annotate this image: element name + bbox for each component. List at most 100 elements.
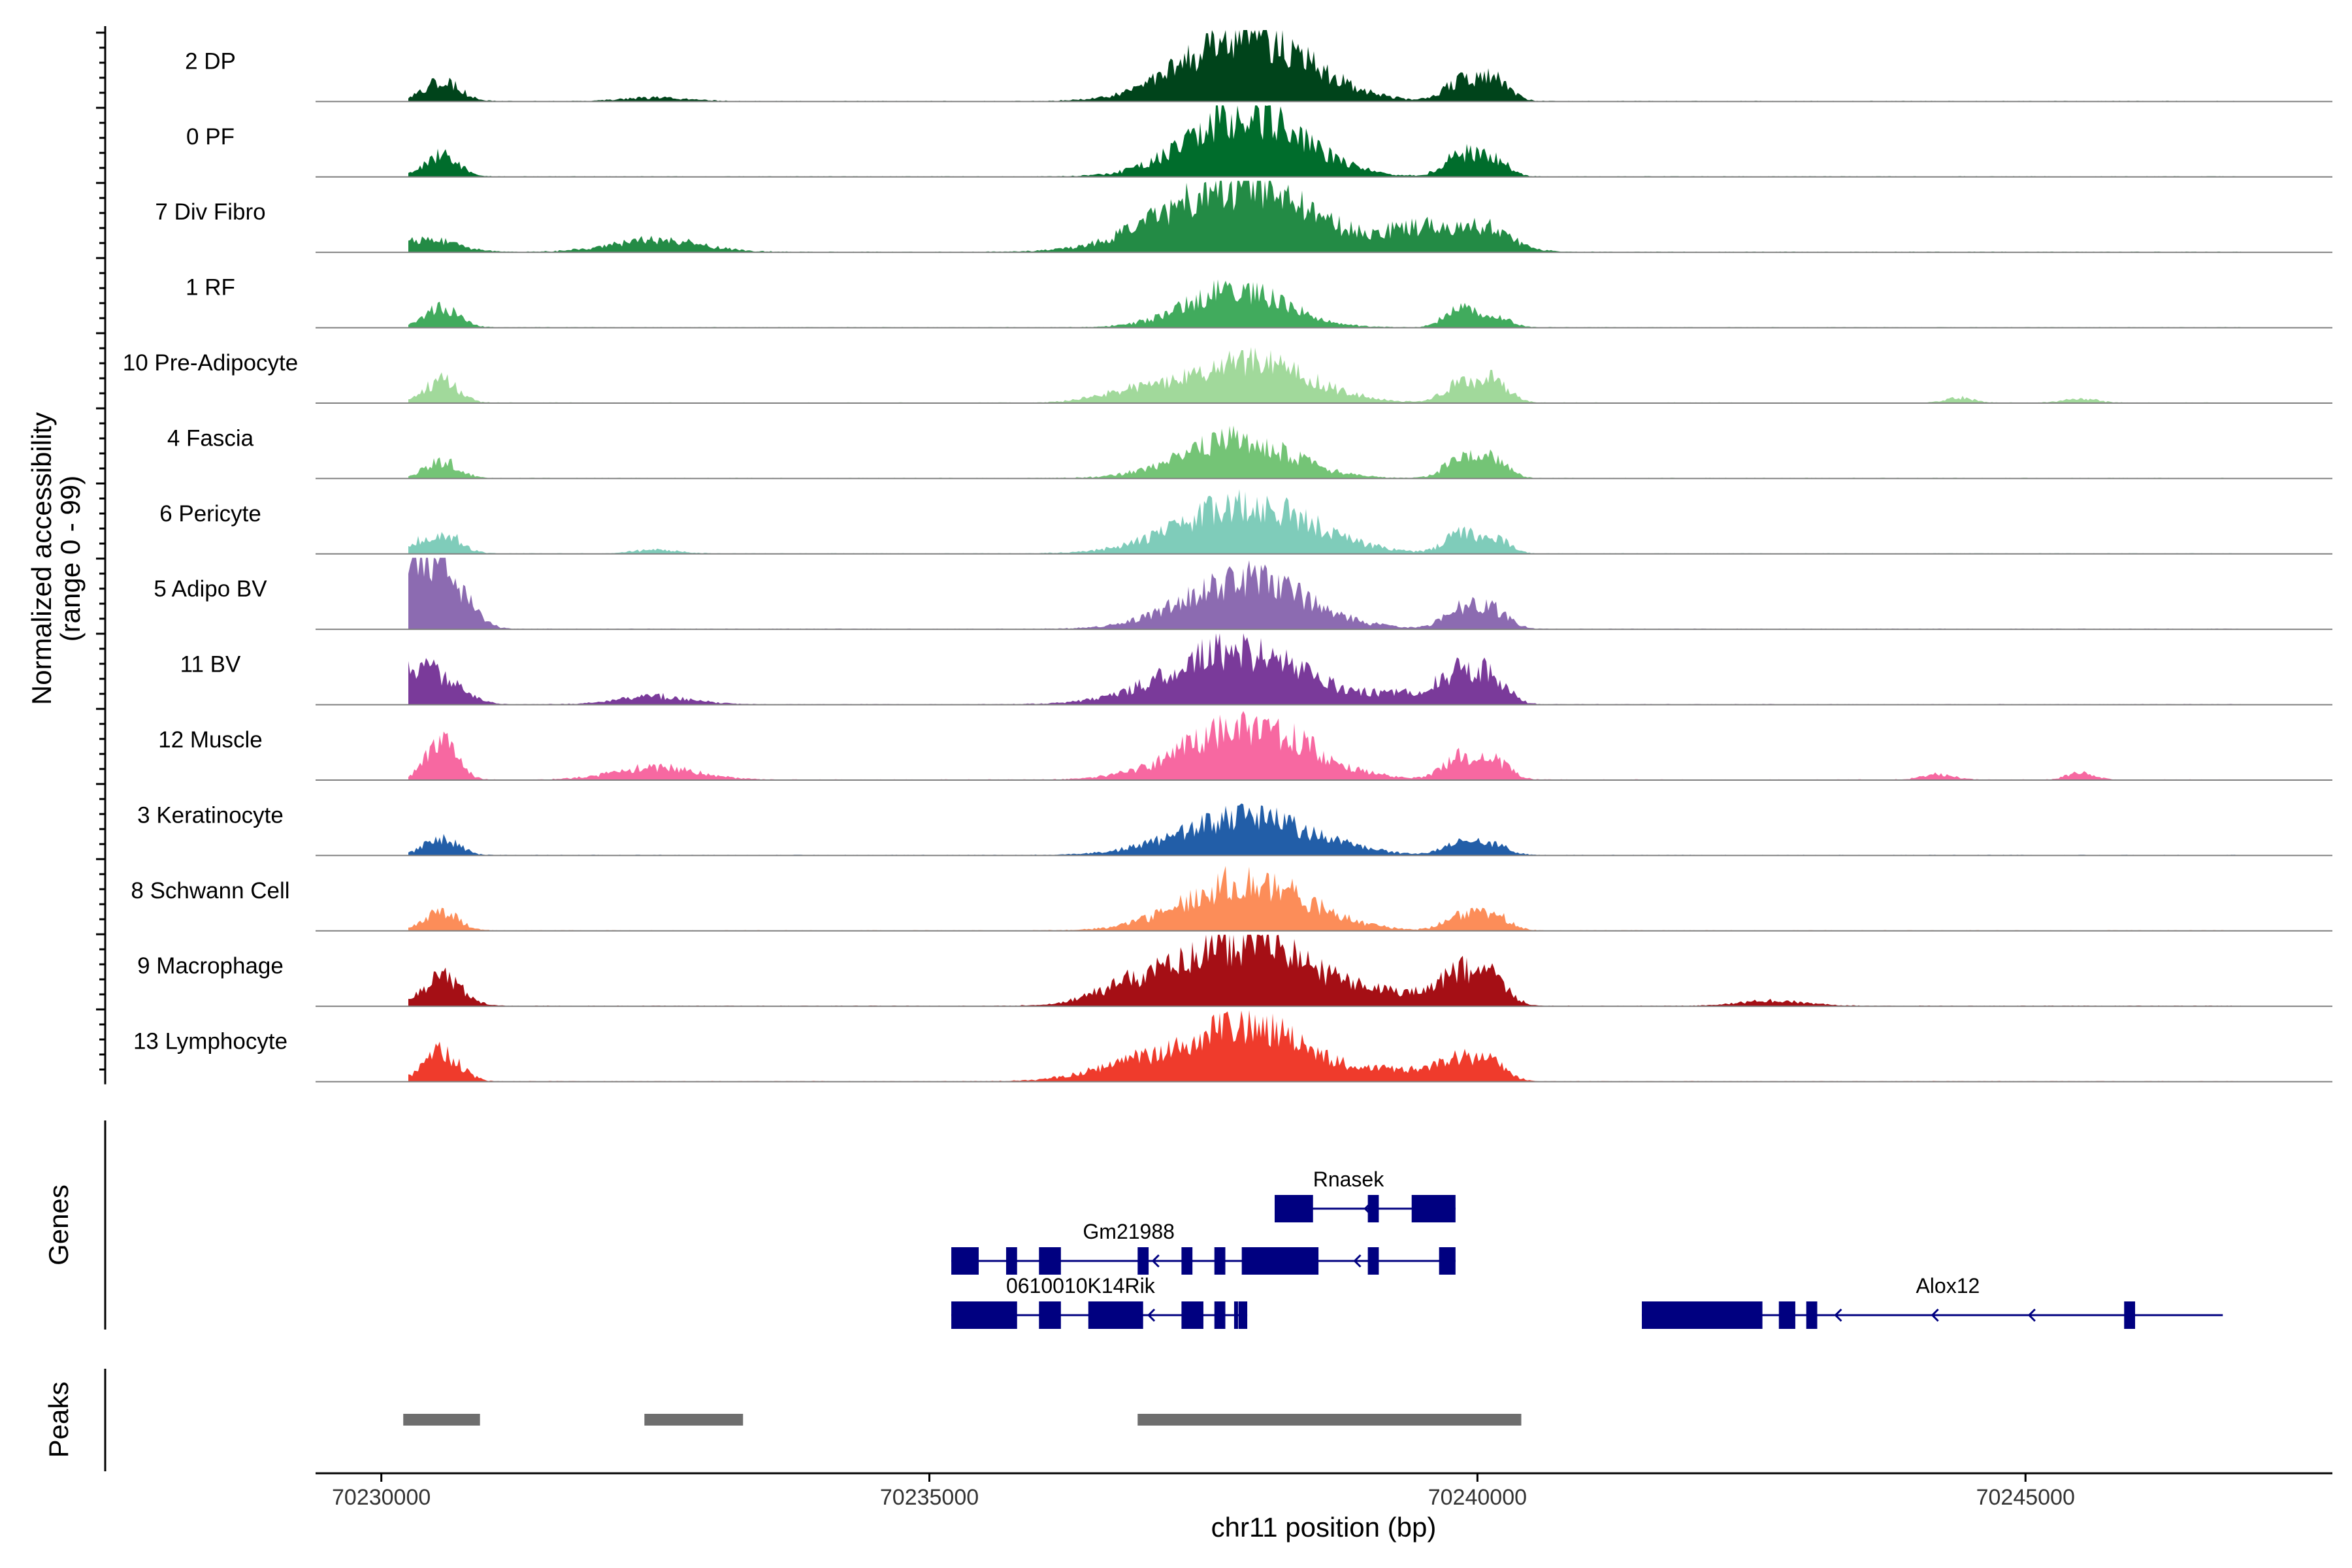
y-axis-title-line2: (range 0 - 99) [55, 476, 86, 642]
track-9: 11 BV [180, 633, 2332, 706]
x-axis-tick-label: 70230000 [332, 1485, 431, 1510]
track-signal-area [408, 803, 2241, 856]
gene-exon [1367, 1247, 1379, 1275]
strand-arrow [1834, 1308, 1842, 1322]
gene-exon [1642, 1301, 1763, 1329]
track-signal-area [408, 105, 2241, 177]
track-signal-area [408, 279, 2241, 328]
x-axis-tick-label: 70235000 [880, 1485, 979, 1510]
track-8: 5 Adipo BV [154, 557, 2332, 630]
track-label: 11 BV [180, 652, 241, 678]
gene-exon [1367, 1195, 1379, 1222]
gene-label: 0610010K14Rik [1006, 1274, 1156, 1298]
peak-regions [403, 1414, 1522, 1426]
gene-exon [1238, 1301, 1248, 1329]
track-label: 2 DP [185, 48, 236, 74]
track-6: 4 Fascia [167, 425, 2332, 480]
strand-arrow [1931, 1308, 1939, 1322]
track-5: 10 Pre-Adipocyte [123, 347, 2332, 404]
track-label: 8 Schwann Cell [131, 878, 289, 904]
track-10: 12 Muscle [158, 711, 2332, 781]
gene-exon [951, 1301, 1017, 1329]
genes-panel-title: Genes [43, 1184, 74, 1266]
track-label: 3 Keratinocyte [137, 802, 284, 828]
track-signal-area [408, 866, 2241, 931]
gene-1: Rnasek [1275, 1168, 1456, 1222]
track-label: 0 PF [186, 124, 235, 150]
track-signal-area [408, 557, 2241, 630]
track-signal-area [408, 1010, 2241, 1082]
accessibility-tracks: 2 DP 0 PF 7 Div Fibro 1 RF 10 Pre-Adipocyte 4… [123, 30, 2332, 1083]
track-label: 4 Fascia [167, 425, 254, 451]
track-3: 7 Div Fibro [155, 180, 2332, 253]
track-12: 8 Schwann Cell [131, 866, 2332, 932]
track-signal-area [408, 711, 2241, 780]
track-signal-area [408, 489, 2241, 554]
gene-exon [1005, 1247, 1017, 1275]
gene-4: Alox12 [1642, 1274, 2223, 1329]
track-label: 5 Adipo BV [154, 576, 267, 602]
track-signal-area [408, 347, 2241, 403]
track-4: 1 RF [186, 275, 2332, 329]
track-label: 13 Lymphocyte [133, 1029, 287, 1054]
track-label: 1 RF [186, 275, 235, 301]
gene-exon [1275, 1195, 1313, 1222]
y-axis-title: Normalized accessibility (range 0 - 99) [26, 412, 86, 705]
peak-region [403, 1414, 480, 1426]
track-signal-area [408, 934, 2241, 1007]
track-signal-area [408, 425, 2241, 479]
peak-region [1137, 1414, 1522, 1426]
gene-exon [1241, 1247, 1319, 1275]
gene-exon [951, 1247, 979, 1275]
track-label: 9 Macrophage [137, 953, 284, 979]
gene-exon [1806, 1301, 1818, 1329]
track-signal-area [408, 633, 2241, 705]
strand-arrow [2027, 1308, 2036, 1322]
track-y-axis [96, 26, 106, 1085]
gene-exon [1778, 1301, 1795, 1329]
gene-exon [2124, 1301, 2136, 1329]
y-axis-title-line1: Normalized accessibility [26, 412, 57, 705]
strand-arrow [1353, 1254, 1362, 1268]
track-13: 9 Macrophage [137, 934, 2332, 1007]
genes-panel: Genes Rnasek Gm21988 0610010K14Rik Alox12 [43, 1120, 2223, 1330]
track-signal-area [408, 30, 2241, 102]
x-axis: 70230000 70235000 70240000 70245000 chr11 p… [316, 1472, 2332, 1543]
peaks-panel: Peaks [43, 1369, 1522, 1471]
track-signal-area [408, 180, 2241, 253]
gene-exon [1214, 1247, 1226, 1275]
x-axis-tick-label: 70240000 [1428, 1485, 1527, 1510]
gene-label: Gm21988 [1083, 1220, 1175, 1243]
gene-exon [1039, 1301, 1061, 1329]
track-label: 7 Div Fibro [155, 199, 265, 225]
track-11: 3 Keratinocyte [137, 802, 2332, 857]
gene-exon [1439, 1247, 1456, 1275]
gene-exon [1214, 1301, 1226, 1329]
track-1: 2 DP [185, 30, 2332, 103]
gene-2: Gm21988 [951, 1220, 1456, 1275]
strand-arrow [1147, 1308, 1156, 1322]
track-label: 12 Muscle [158, 727, 263, 753]
track-label: 6 Pericyte [159, 501, 261, 527]
gene-3: 0610010K14Rik [951, 1274, 1248, 1329]
strand-arrow [1151, 1254, 1160, 1268]
x-axis-title: chr11 position (bp) [1211, 1512, 1437, 1543]
gene-models: Rnasek Gm21988 0610010K14Rik Alox12 [951, 1168, 2223, 1329]
track-label: 10 Pre-Adipocyte [123, 350, 298, 376]
gene-exon [1181, 1301, 1203, 1329]
track-7: 6 Pericyte [159, 489, 2332, 555]
x-axis-tick-label: 70245000 [1976, 1485, 2075, 1510]
gene-label: Rnasek [1313, 1168, 1384, 1191]
gene-exon [1411, 1195, 1456, 1222]
gene-exon [1088, 1301, 1143, 1329]
peaks-panel-title: Peaks [43, 1382, 74, 1458]
gene-exon [1039, 1247, 1061, 1275]
gene-exon [1233, 1301, 1238, 1329]
gene-exon [1137, 1247, 1149, 1275]
track-2: 0 PF [186, 105, 2332, 178]
track-14: 13 Lymphocyte [133, 1010, 2332, 1083]
x-axis-ticks: 70230000 70235000 70240000 70245000 [332, 1473, 2075, 1510]
gene-exon [1181, 1247, 1193, 1275]
peak-region [644, 1414, 743, 1426]
gene-label: Alox12 [1916, 1274, 1980, 1298]
